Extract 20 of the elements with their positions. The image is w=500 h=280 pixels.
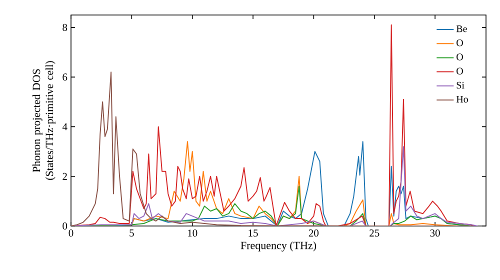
x-tick-label: 15 <box>248 230 258 237</box>
x-tick-label: 20 <box>308 230 319 237</box>
x-tick-label: 5 <box>130 230 134 237</box>
x-tick-label: 25 <box>370 230 380 237</box>
legend-label: O <box>456 68 463 74</box>
y-tick-label: 6 <box>62 74 68 81</box>
y-tick-label: 8 <box>62 24 68 31</box>
x-tick-label: 0 <box>68 230 74 237</box>
x-tick-label: 10 <box>188 230 198 237</box>
legend-label: O <box>456 54 463 60</box>
y-tick-label: 0 <box>62 222 68 230</box>
y-axis-title: Phonon projected DOS (States/THz·primitive cell) <box>32 61 56 180</box>
x-axis-title: Frequency (THz) <box>240 241 316 252</box>
x-tick-label: 30 <box>430 230 440 237</box>
y-tick-label: 4 <box>62 123 68 130</box>
legend-label: Be <box>456 26 467 32</box>
legend-label: Ho <box>456 96 468 103</box>
y-tick-label: 2 <box>62 172 67 180</box>
legend-label: O <box>456 40 463 46</box>
legend-label: Si <box>456 82 464 89</box>
